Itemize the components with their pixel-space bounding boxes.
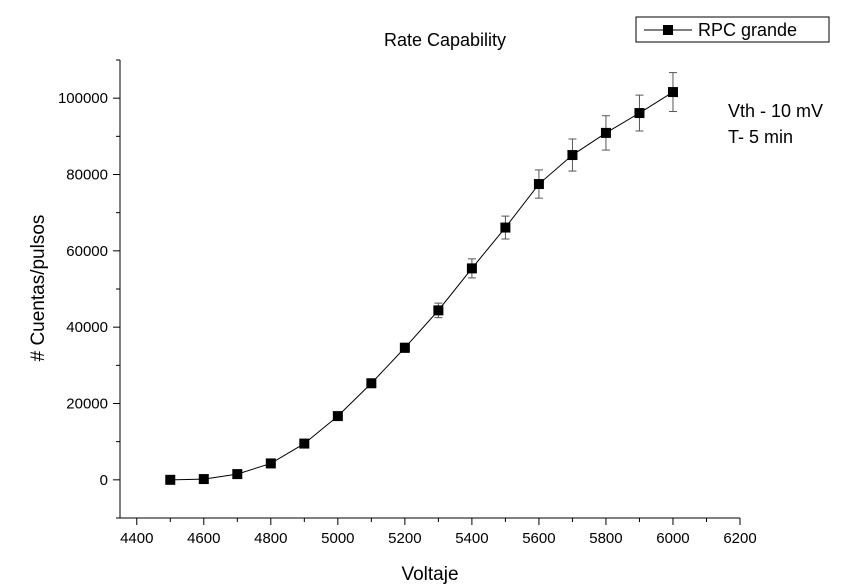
- data-point-marker: [332, 411, 343, 422]
- x-tick-label: 4800: [254, 530, 287, 547]
- x-tick-label: 5000: [321, 530, 354, 547]
- y-tick-label: 20000: [66, 396, 108, 413]
- y-tick-label: 80000: [66, 167, 108, 184]
- x-tick-label: 5200: [388, 530, 421, 547]
- x-tick-label: 6200: [723, 530, 756, 547]
- data-point-marker: [500, 222, 511, 233]
- data-point-marker: [198, 474, 209, 485]
- x-tick-label: 5600: [522, 530, 555, 547]
- data-point-marker: [533, 179, 544, 190]
- data-point-marker: [165, 474, 176, 485]
- x-tick-label: 4600: [187, 530, 220, 547]
- y-axis-label: # Cuentas/pulsos: [28, 215, 49, 362]
- chart-title: Rate Capability: [384, 30, 506, 50]
- annotation-vth: Vth - 10 mV: [728, 101, 823, 121]
- data-point-marker: [399, 342, 410, 353]
- legend: RPC grande: [635, 16, 830, 43]
- legend-label: RPC grande: [698, 20, 797, 40]
- y-ticks: 0 20000 40000 60000 80000 100000: [58, 59, 120, 519]
- y-tick-label: 60000: [66, 243, 108, 260]
- y-tick-label: 0: [100, 472, 108, 489]
- axes: [119, 60, 740, 519]
- annotation-time: T- 5 min: [728, 127, 793, 147]
- series-line-group: [170, 91, 674, 481]
- data-point-marker: [433, 305, 444, 316]
- data-point-marker: [600, 127, 611, 138]
- legend-marker-sample: [663, 25, 673, 35]
- data-point-marker: [299, 438, 310, 449]
- data-point-marker: [265, 458, 276, 469]
- data-point-marker: [634, 108, 645, 119]
- error-bars: [166, 72, 677, 482]
- data-point-marker: [567, 150, 578, 161]
- data-point-marker: [466, 263, 477, 274]
- data-point-marker: [667, 87, 678, 98]
- x-ticks: 4400 4600 4800 5000 5200 5400 5600 5800 6000 6200: [120, 518, 757, 547]
- x-tick-label: 5800: [589, 530, 622, 547]
- data-points: [165, 87, 678, 485]
- series-line: [170, 91, 674, 481]
- data-point-marker: [366, 378, 377, 389]
- y-tick-label: 40000: [66, 319, 108, 336]
- data-point-marker: [232, 469, 243, 480]
- x-tick-label: 4400: [120, 530, 153, 547]
- y-tick-label: 100000: [58, 90, 108, 107]
- x-tick-label: 5400: [455, 530, 488, 547]
- x-tick-label: 6000: [656, 530, 689, 547]
- x-axis-label: Voltaje: [401, 564, 458, 585]
